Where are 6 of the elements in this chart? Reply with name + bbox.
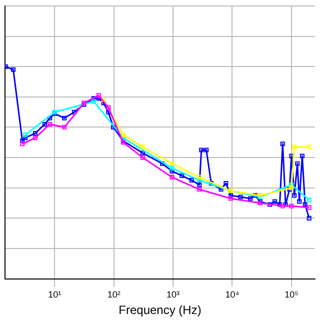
x-tick-label: 10² bbox=[107, 290, 120, 300]
x-axis-title: Frequency (Hz) bbox=[118, 303, 202, 318]
x-tick-label: 10⁵ bbox=[284, 290, 299, 300]
x-tick-label: 10¹ bbox=[48, 290, 62, 300]
x-tick-label: 10⁴ bbox=[225, 290, 240, 300]
x-tick-label: 10³ bbox=[166, 290, 180, 300]
